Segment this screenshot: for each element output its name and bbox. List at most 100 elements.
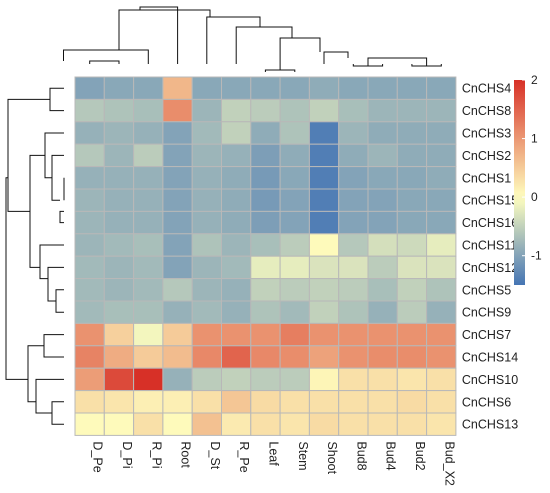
heatmap-cell [367,255,398,280]
heatmap-cell [162,278,193,302]
heatmap-cell [338,188,369,212]
heatmap-cell [103,390,135,414]
heatmap-cell [426,412,457,436]
heatmap-cell [103,210,135,235]
heatmap-cell [133,188,164,212]
heatmap-cell [426,367,457,392]
heatmap-cell [308,98,340,123]
heatmap-cell [279,278,310,302]
heatmap-cell [279,233,310,257]
heatmap-cell [133,121,164,145]
heatmap-cell [74,412,105,436]
heatmap-cell [221,98,252,123]
heatmap-cell [308,121,340,145]
heatmap-cell [74,76,105,100]
heatmap-cell [279,367,310,392]
heatmap-cell [191,345,222,369]
heatmap-cell [426,166,457,190]
heatmap-cell [396,143,428,168]
heatmap-cell [338,98,369,123]
heatmap-cell [367,300,398,324]
heatmap-cell [133,345,164,369]
heatmap-cell [308,322,340,347]
row-label: CnCHS2 [462,149,511,163]
dendrogram-branch [235,26,293,64]
heatmap-cell [396,98,428,123]
column-label: R_Pi [149,441,163,468]
heatmap-cell [279,121,310,145]
dendrogram-branch [49,87,64,112]
column-label: Bud_X2 [442,441,456,486]
heatmap-cell [308,300,340,324]
heatmap-cell [162,367,193,392]
dendrogram-branch [323,51,349,64]
heatmap-cell [250,367,281,392]
dendrogram-branch [43,334,64,358]
heatmap-cell [133,412,164,436]
dendrogram-branch [264,69,296,72]
heatmap-cell [250,166,281,190]
column-label: Leaf [266,441,280,466]
heatmap-cell [426,233,457,257]
row-label: CnCHS11 [462,239,517,253]
heatmap-cell [396,412,428,436]
heatmap-cell [191,412,222,436]
heatmap-cell [162,322,193,347]
heatmap-cell [250,98,281,123]
heatmap-cell [396,121,428,145]
heatmap-cell [74,166,105,190]
heatmap-cell [367,367,398,392]
heatmap-cell [221,121,252,145]
heatmap-cell [308,143,340,168]
heatmap-cell [250,76,281,100]
heatmap-cell [191,367,222,392]
heatmap-cell [338,210,369,235]
row-label: CnCHS7 [462,328,511,342]
heatmap-cell [221,367,252,392]
heatmap-cell [367,345,398,369]
heatmap-cell [74,98,105,123]
heatmap-cell [103,412,135,436]
row-label: CnCHS5 [462,283,511,297]
heatmap-cell [74,188,105,212]
heatmap-cell [279,98,310,123]
heatmap-cell [396,166,428,190]
heatmap-cell [250,233,281,257]
row-labels: CnCHS4 CnCHS8 CnCHS3 CnCHS2 CnCHS1 CnCHS15 CnC… [462,82,518,432]
row-label: CnCHS15 [462,194,518,208]
column-label: Stem [296,441,310,470]
heatmap-cell [367,98,398,123]
heatmap-cell [162,166,193,190]
heatmap-cell [396,210,428,235]
heatmap-cell [191,390,222,414]
heatmap-cell [133,367,164,392]
heatmap-cell [133,300,164,324]
heatmap-cell [74,143,105,168]
row-label: CnCHS8 [462,104,511,118]
heatmap-cell [162,210,193,235]
heatmap-cell [162,98,193,123]
dendrogram-branch [89,60,120,64]
heatmap-cell [74,233,105,257]
heatmap-cell [279,345,310,369]
heatmap-cell [396,278,428,302]
heatmap-cell [426,345,457,369]
heatmap-cell [133,390,164,414]
heatmap-cell [426,188,457,212]
heatmap-cell [103,322,135,347]
row-label: CnCHS6 [462,395,511,409]
legend-color-bar [514,80,525,285]
heatmap-cell [162,188,193,212]
heatmap-cell [426,98,457,123]
heatmap-cell [162,143,193,168]
heatmap-cell [308,367,340,392]
heatmap-cell [250,300,281,324]
heatmap-cell [221,233,252,257]
heatmap-cell [191,76,222,100]
dendrogram-branch [51,401,64,425]
heatmap-cell [221,345,252,369]
heatmap-cell [279,166,310,190]
heatmap-cell [103,121,135,145]
heatmap-cell [279,412,310,436]
heatmap-cell [396,367,428,392]
